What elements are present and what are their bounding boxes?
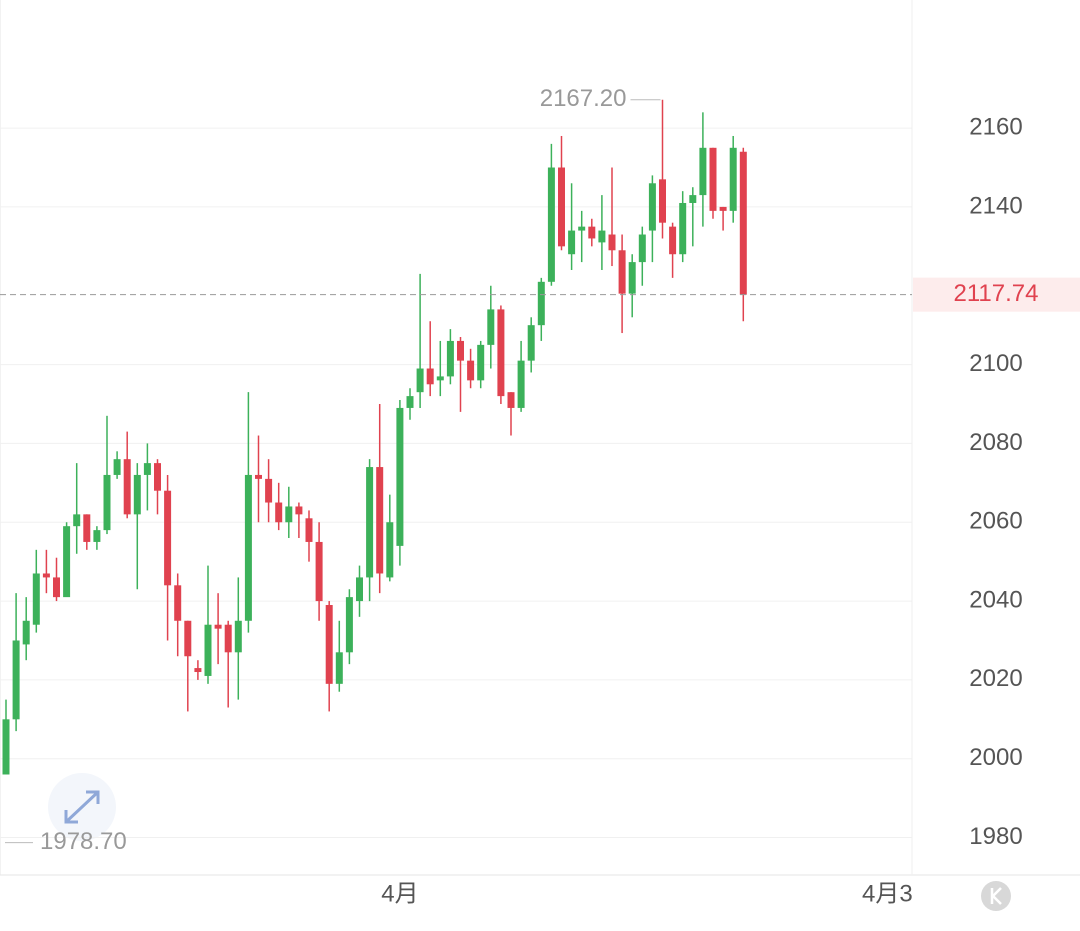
- candle-body: [598, 230, 606, 243]
- k-button[interactable]: [981, 881, 1011, 911]
- candle-body: [578, 226, 586, 231]
- x-tick-label: 4月: [381, 880, 418, 907]
- candle-body: [406, 396, 414, 408]
- candle-body: [42, 573, 50, 578]
- candle-body: [558, 167, 565, 247]
- candle-body: [689, 195, 697, 203]
- candle-body: [184, 620, 192, 657]
- expand-button[interactable]: [48, 773, 116, 841]
- candle-body: [93, 530, 101, 542]
- candle-body: [295, 506, 303, 515]
- candle-body: [699, 147, 707, 196]
- candle-body: [426, 368, 434, 385]
- candle-body: [416, 368, 424, 393]
- low-marker-label: 1978.70: [40, 828, 127, 855]
- candle-body: [345, 597, 353, 653]
- candle-body: [285, 506, 293, 523]
- candle-body: [507, 392, 515, 408]
- candle-body: [194, 668, 202, 673]
- x-edge-label: 4月3: [862, 880, 913, 907]
- candle-body: [174, 585, 182, 621]
- y-tick-label: 2060: [969, 508, 1022, 535]
- candle-body: [467, 360, 475, 381]
- candle-body: [113, 459, 121, 475]
- candle-body: [335, 652, 343, 684]
- k-button-bg[interactable]: [981, 881, 1011, 911]
- candle-body: [123, 459, 131, 515]
- candle-body: [22, 620, 30, 645]
- y-tick-label: 1980: [969, 823, 1022, 850]
- candle-body: [32, 573, 40, 625]
- candle-body: [83, 514, 91, 542]
- candle-body: [457, 340, 464, 361]
- y-tick-label: 2080: [969, 429, 1022, 456]
- candle-body: [214, 624, 222, 629]
- candle-body: [154, 463, 161, 491]
- candle-body: [103, 474, 111, 531]
- candle-body: [53, 577, 60, 598]
- candle-body: [638, 234, 646, 263]
- candle-body: [628, 262, 636, 294]
- candle-body: [73, 514, 81, 527]
- candle-body: [659, 179, 666, 223]
- y-tick-label: 2140: [969, 192, 1022, 219]
- expand-icon[interactable]: [64, 790, 100, 824]
- candle-body: [618, 250, 626, 294]
- candle-body: [2, 719, 10, 775]
- candle-body: [588, 226, 596, 239]
- candle-body: [325, 605, 333, 684]
- candle-body: [356, 577, 363, 602]
- candle-body: [477, 344, 485, 381]
- candle-body: [265, 478, 273, 503]
- candle-body: [648, 183, 656, 231]
- y-tick-label: 2000: [969, 744, 1022, 771]
- candle-body: [164, 490, 172, 586]
- candle-body: [547, 167, 555, 282]
- candle-body: [396, 407, 404, 546]
- candle-body: [537, 281, 545, 326]
- y-tick-label: 2100: [969, 350, 1022, 377]
- candle-body: [255, 474, 262, 479]
- candle-body: [709, 147, 717, 211]
- candle-body: [275, 502, 283, 523]
- candle-body: [234, 620, 242, 653]
- k-icon[interactable]: [990, 887, 1002, 905]
- candle-body: [679, 202, 687, 255]
- last-price-box: [913, 277, 1080, 312]
- candle-body: [739, 151, 747, 295]
- candle-body: [376, 467, 384, 574]
- candle-body: [669, 226, 677, 255]
- candle-body: [12, 640, 20, 720]
- candle-body: [446, 340, 454, 377]
- candle-body: [305, 518, 313, 542]
- candle-body: [133, 474, 141, 515]
- y-tick-label: 2020: [969, 665, 1022, 692]
- candle-body: [729, 147, 737, 211]
- last-price-label: 2117.74: [954, 280, 1039, 307]
- candle-body: [719, 206, 727, 211]
- candle-body: [527, 325, 535, 361]
- y-tick-label: 2160: [969, 113, 1022, 140]
- candle-body: [143, 463, 151, 475]
- candle-body: [224, 624, 232, 653]
- candle-body: [63, 526, 71, 598]
- high-marker-label: 2167.20: [540, 85, 627, 112]
- candle-body: [366, 467, 374, 578]
- candle-body: [517, 360, 525, 408]
- candle-body: [386, 522, 394, 578]
- candle-body: [487, 309, 495, 345]
- candle-body: [608, 234, 616, 251]
- candle-body: [568, 230, 576, 255]
- candle-body: [315, 541, 323, 602]
- y-tick-label: 2040: [969, 586, 1022, 613]
- candle-body: [436, 376, 444, 381]
- candle-body: [244, 474, 252, 621]
- candle-body: [497, 309, 505, 397]
- candle-body: [204, 624, 212, 676]
